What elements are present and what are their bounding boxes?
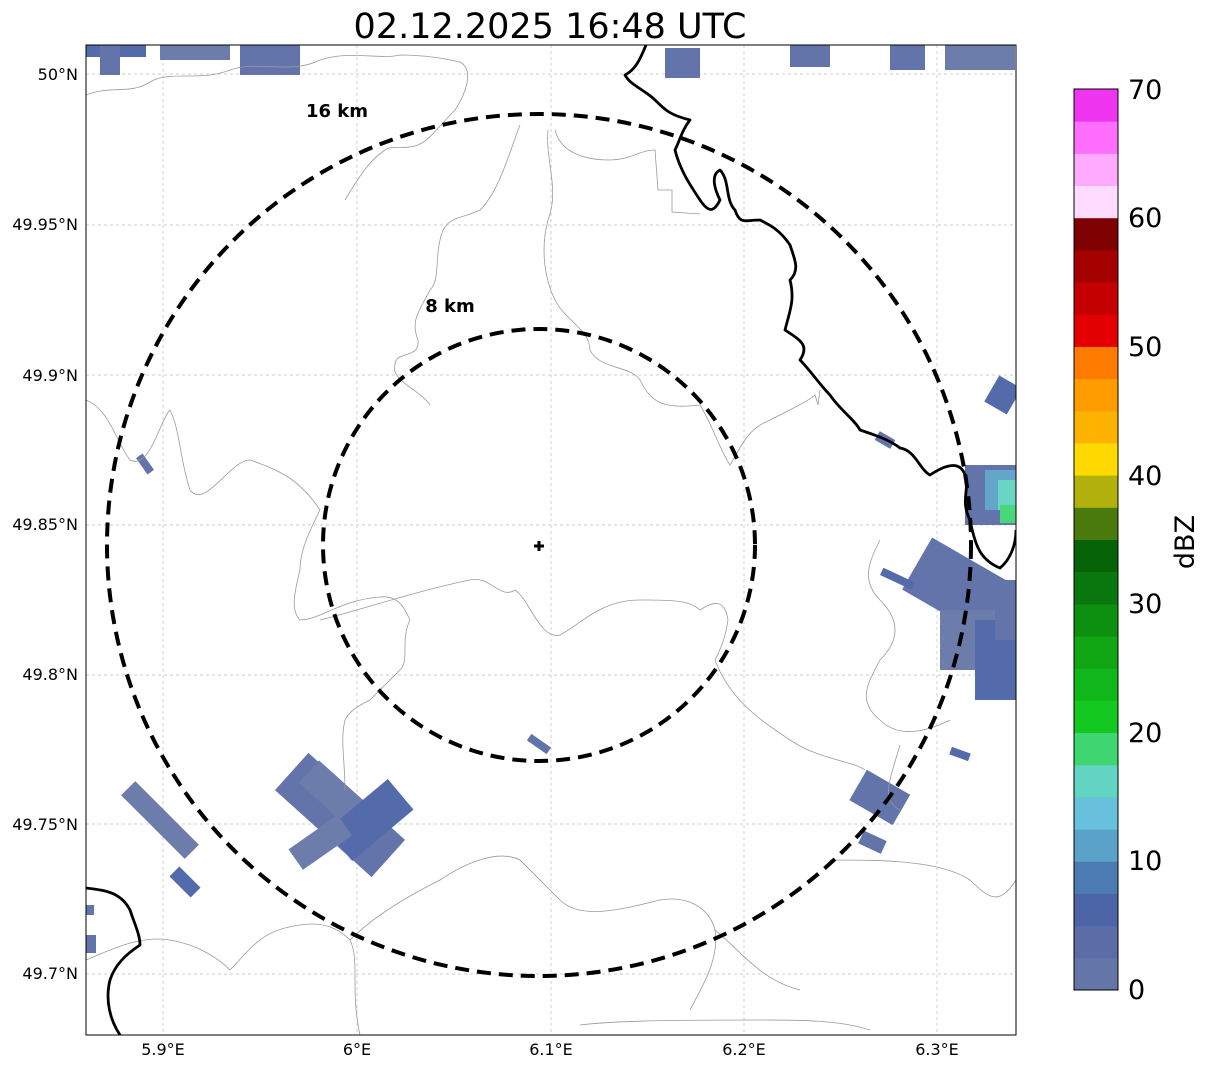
colorbar-bin (1074, 571, 1118, 605)
colorbar-bin (1074, 475, 1118, 508)
colorbar-tick-label: 0 (1128, 975, 1145, 1006)
colorbar-bin (1074, 249, 1118, 283)
lon-tick-label: 6.3°E (915, 1040, 959, 1059)
colorbar-bin (1074, 957, 1118, 991)
colorbar-bin (1074, 732, 1118, 766)
echo-cluster-southwest (86, 453, 552, 953)
colorbar-tick-label: 10 (1128, 846, 1162, 877)
colorbar-tick-label: 70 (1128, 75, 1162, 106)
colorbar-bins (1074, 89, 1118, 991)
colorbar-tick-label: 20 (1128, 718, 1162, 749)
colorbar-bin (1074, 668, 1118, 701)
range-rings (105, 112, 973, 978)
radar-echoes (86, 45, 1016, 953)
range-ring-16km (105, 112, 973, 978)
colorbar-bin (1074, 282, 1118, 315)
colorbar-bin (1074, 410, 1118, 444)
colorbar-bin (1074, 346, 1118, 380)
colorbar-bin (1074, 507, 1118, 540)
lon-tick-label: 6°E (343, 1040, 371, 1059)
colorbar-bin (1074, 700, 1118, 734)
colorbar-bin (1074, 893, 1118, 927)
lon-tick-label: 6.2°E (722, 1040, 766, 1059)
map-panel: 8 km 16 km (85, 44, 1017, 1036)
colorbar-bin (1074, 603, 1118, 637)
lon-tick-label: 6.1°E (529, 1040, 573, 1059)
lon-tick-labels: 5.9°E 6°E 6.1°E 6.2°E 6.3°E (141, 1040, 959, 1059)
colorbar-bin (1074, 121, 1118, 154)
figure-title: 02.12.2025 16:48 UTC (354, 7, 747, 47)
lat-tick-label: 49.95°N (12, 215, 78, 234)
lon-tick-label: 5.9°E (141, 1040, 185, 1059)
lat-tick-label: 49.8°N (22, 665, 78, 684)
colorbar-label: dBZ (1170, 515, 1201, 569)
colorbar-bin (1074, 636, 1118, 669)
lat-tick-label: 49.9°N (22, 366, 78, 385)
colorbar-bin (1074, 796, 1118, 830)
lat-tick-label: 50°N (38, 65, 78, 84)
colorbar-bin (1074, 217, 1118, 251)
lat-tick-label: 49.85°N (12, 515, 78, 534)
echo-cluster-east (874, 375, 1016, 762)
echo-cluster-southeast (849, 769, 911, 854)
colorbar-bin (1074, 442, 1118, 476)
colorbar-bin (1074, 153, 1118, 187)
colorbar-tick-label: 60 (1128, 203, 1162, 234)
ring-label-8km: 8 km (425, 296, 475, 317)
colorbar-bin (1074, 861, 1118, 894)
colorbar-ticks: 0 10 20 30 40 50 60 70 (1128, 75, 1162, 1006)
national-borders (86, 45, 1016, 1035)
radar-site-cross-icon (534, 541, 544, 551)
colorbar-bin (1074, 764, 1118, 798)
lat-tick-label: 49.75°N (12, 815, 78, 834)
colorbar-bin (1074, 829, 1118, 862)
lat-tick-labels: 50°N 49.95°N 49.9°N 49.85°N 49.8°N 49.75… (12, 65, 78, 983)
colorbar-tick-label: 50 (1128, 332, 1162, 363)
colorbar-tick-label: 40 (1128, 461, 1162, 492)
colorbar-bin (1074, 539, 1118, 573)
colorbar-bin (1074, 314, 1118, 347)
ring-label-16km: 16 km (306, 101, 368, 122)
range-ring-8km (321, 327, 757, 763)
colorbar-bin (1074, 925, 1118, 959)
colorbar-tick-label: 30 (1128, 589, 1162, 620)
colorbar-frame (1073, 88, 1119, 991)
colorbar-bin (1074, 89, 1118, 122)
colorbar-bin (1074, 378, 1118, 412)
map-frame (85, 44, 1017, 1036)
colorbar-bin (1074, 185, 1118, 219)
colorbar: 0 10 20 30 40 50 60 70 dBZ (1073, 75, 1201, 1006)
lat-tick-label: 49.7°N (22, 964, 78, 983)
echo-cluster-top (86, 45, 1015, 78)
